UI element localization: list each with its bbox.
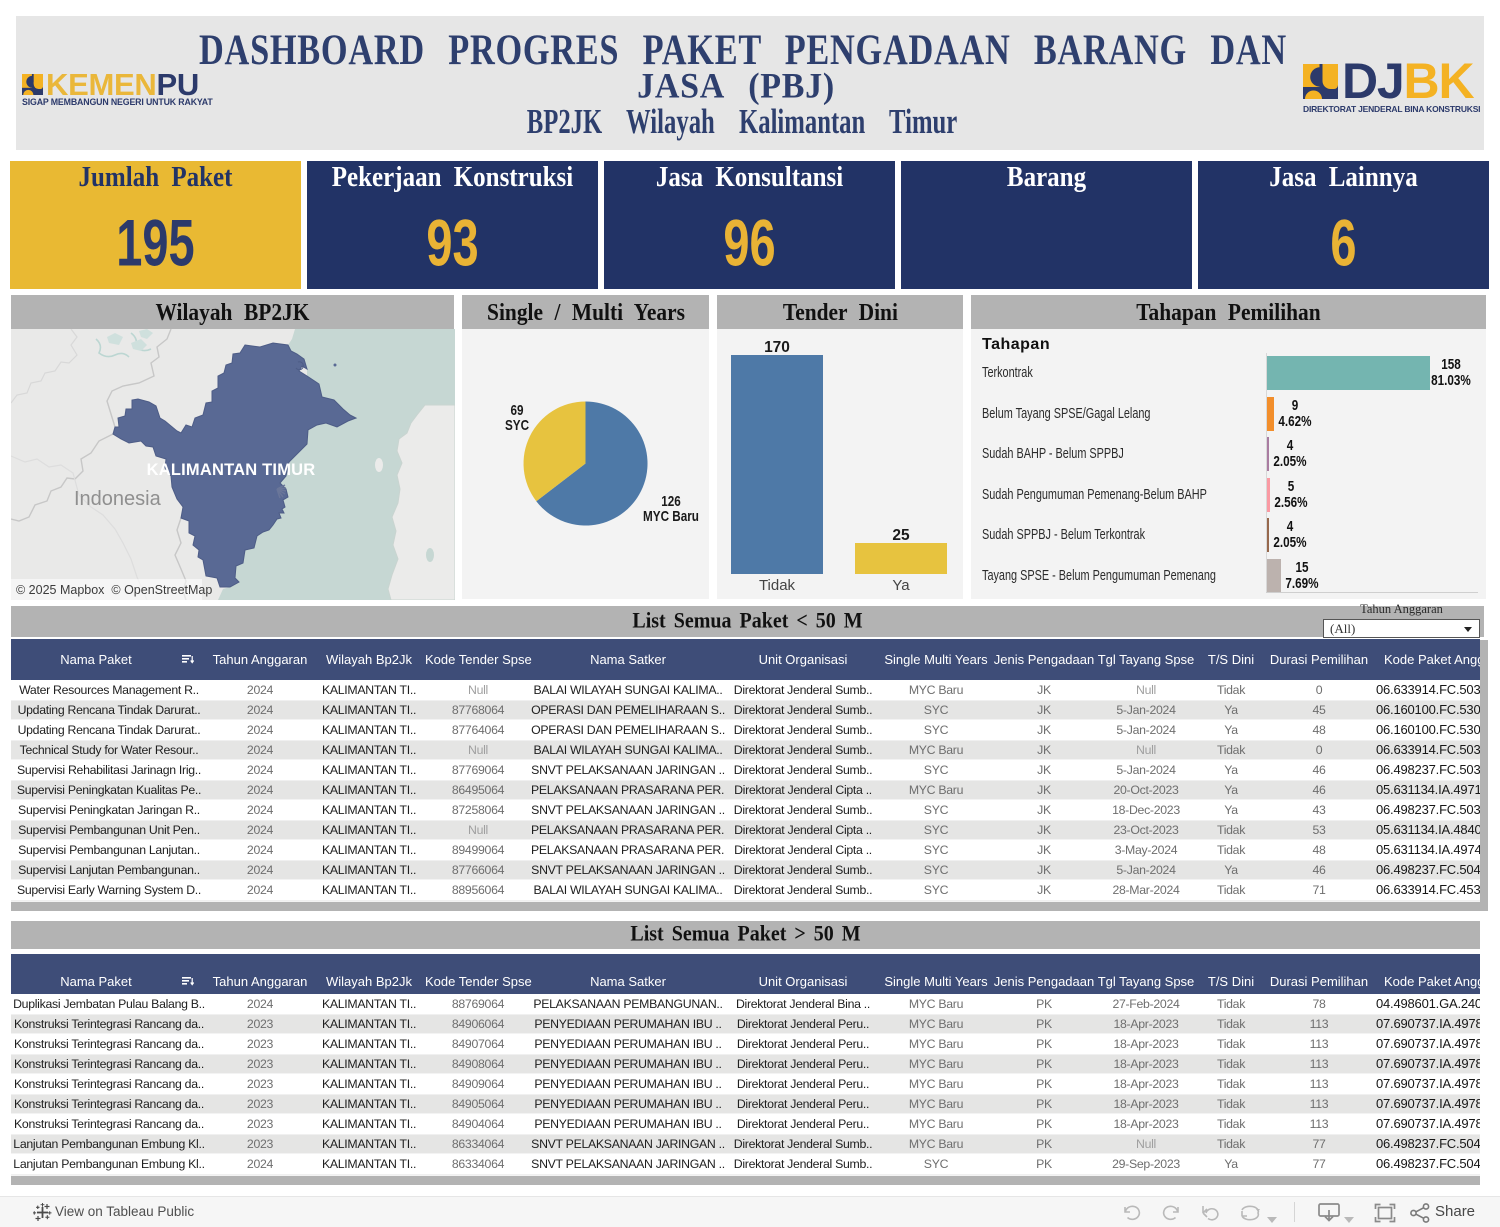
svg-text:Indonesia: Indonesia xyxy=(74,488,162,510)
svg-text:KALIMANTAN TIMUR: KALIMANTAN TIMUR xyxy=(147,461,316,479)
svg-text:© 2025 Mapbox © OpenStreetMap: © 2025 Mapbox © OpenStreetMap xyxy=(16,583,212,597)
